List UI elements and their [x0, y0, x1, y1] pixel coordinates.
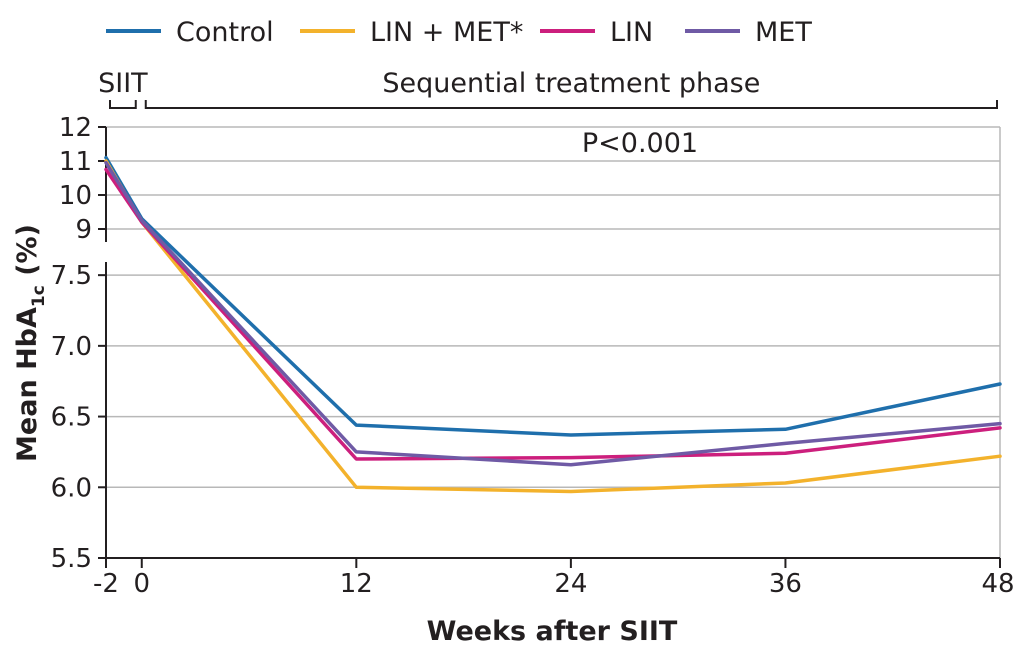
legend-label-3: LIN	[610, 17, 653, 48]
x-tick-label-5: 36	[769, 569, 802, 599]
x-tick-label-2: 0	[133, 569, 150, 599]
series-line-4	[104, 160, 1002, 467]
phase-label-1: SIIT	[98, 68, 148, 99]
legend-label-4: MET	[755, 17, 812, 48]
y-axis-title-suffix: (%)	[12, 224, 43, 285]
y-tick-label-6: 7.0	[51, 332, 92, 362]
y-axis-title-main: Mean HbA	[12, 307, 43, 462]
y-tick-label-8: 6.0	[51, 473, 92, 503]
gridlines	[106, 126, 1001, 558]
x-tick-labels: -2 0 12 24 36 48	[93, 569, 1015, 599]
phase-label-2: Sequential treatment phase	[382, 68, 760, 99]
legend-label-1: Control	[176, 17, 274, 48]
y-tick-labels: 12 11 10 9 7.5 7.0 6.5 6.0 5.5	[51, 113, 92, 574]
y-axis-title: Mean HbA1c (%)	[12, 224, 49, 462]
y-tick-label-7: 6.5	[51, 403, 92, 433]
x-tick-label-6: 48	[981, 569, 1014, 599]
x-axis-title: Weeks after SIIT	[427, 616, 678, 647]
y-tick-label-4: 9	[75, 215, 92, 245]
x-tick-label-4: 24	[554, 569, 587, 599]
legend: Control LIN + MET* LIN MET	[106, 17, 812, 48]
x-tick-label-3: 12	[340, 569, 373, 599]
phase-bracket-2	[144, 100, 998, 109]
series-lines	[104, 155, 1002, 494]
y-tick-label-1: 12	[59, 113, 92, 143]
y-tick-label-5: 7.5	[51, 261, 92, 291]
axes	[98, 126, 1001, 568]
phase-brackets: SIIT Sequential treatment phase	[98, 68, 998, 109]
axis-break-mask	[270, 241, 330, 262]
y-tick-label-3: 10	[59, 181, 92, 211]
series-line-1	[104, 155, 1002, 437]
y-axis-title-subscript: 1c	[29, 285, 49, 307]
p-value-annotation: P<0.001	[582, 128, 698, 159]
y-tick-label-9: 5.5	[51, 544, 92, 574]
y-tick-label-2: 11	[59, 147, 92, 177]
x-tick-label-1: -2	[93, 569, 119, 599]
phase-bracket-1	[109, 100, 137, 109]
legend-label-2: LIN + MET*	[370, 17, 523, 48]
